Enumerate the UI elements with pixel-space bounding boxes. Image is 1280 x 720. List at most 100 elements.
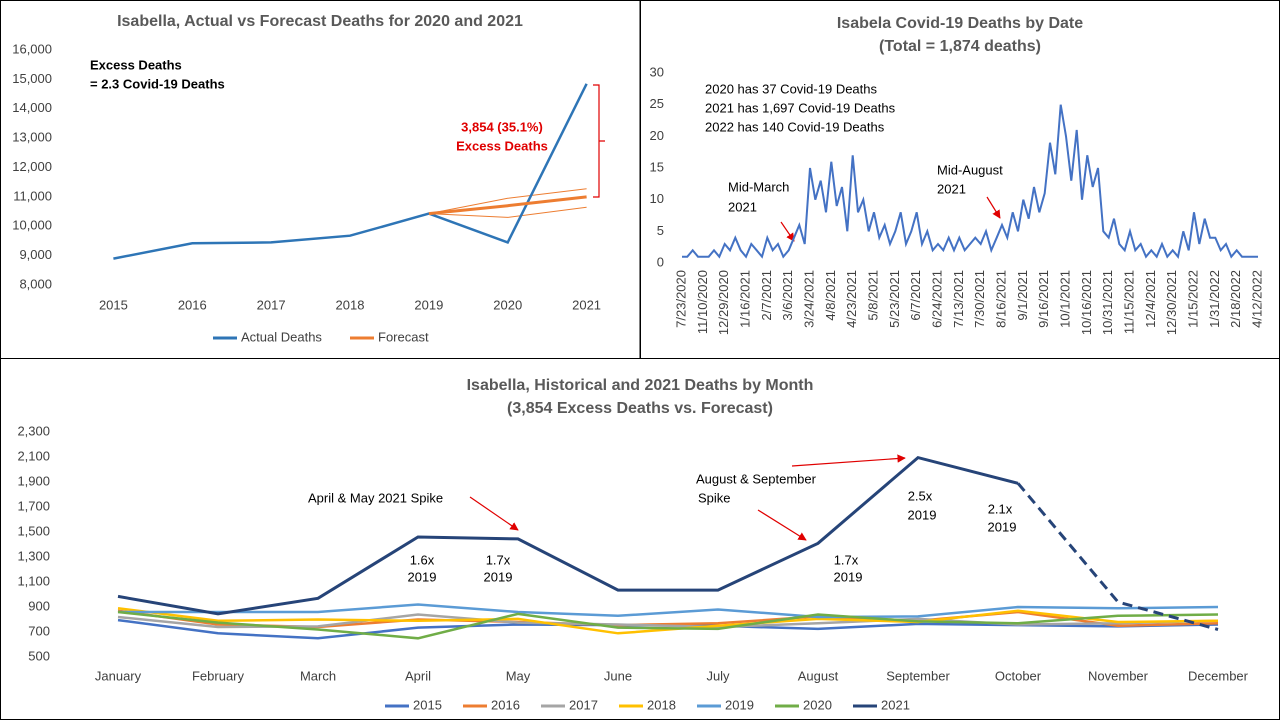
y-tick-label: 8,000 <box>19 276 52 291</box>
x-tick-label: 7/30/2021 <box>972 270 987 328</box>
x-tick-label: 8/16/2021 <box>993 270 1008 328</box>
x-tick-label: May <box>506 668 531 683</box>
y-tick-label: 700 <box>28 623 50 638</box>
legend-label: 2018 <box>647 697 676 712</box>
annotation: 2021 <box>937 181 966 196</box>
chart-title: (3,854 Excess Deaths vs. Forecast) <box>507 400 773 417</box>
forecast-lower <box>428 206 587 218</box>
y-tick-label: 2,100 <box>17 448 50 463</box>
x-tick-label: 4/23/2021 <box>844 270 859 328</box>
y-tick-label: 500 <box>28 648 50 663</box>
x-tick-label: 2019 <box>414 297 443 312</box>
y-tick-label: 9,000 <box>19 247 52 262</box>
y-tick-label: 900 <box>28 598 50 613</box>
x-tick-label: July <box>706 668 730 683</box>
forecast-upper <box>428 188 587 215</box>
x-tick-label: 2020 <box>493 297 522 312</box>
y-tick-label: 11,000 <box>13 188 52 203</box>
y-tick-label: 1,700 <box>17 498 50 513</box>
x-tick-label: 2018 <box>336 297 365 312</box>
x-tick-label: 7/23/2020 <box>673 270 688 328</box>
y-tick-label: 10 <box>650 191 664 206</box>
annotation: 2020 has 37 Covid-19 Deaths <box>705 81 878 96</box>
series-line <box>117 607 1219 635</box>
x-tick-label: October <box>995 668 1042 683</box>
legend-label: 2020 <box>803 697 832 712</box>
annotation: Excess Deaths <box>90 57 182 72</box>
x-tick-label: February <box>192 668 245 683</box>
x-tick-label: 3/24/2021 <box>801 270 816 328</box>
series-line <box>428 195 587 216</box>
x-tick-label: 2021 <box>572 297 601 312</box>
x-tick-label: 10/31/2021 <box>1100 270 1115 335</box>
annotation: August & September <box>696 471 817 486</box>
x-tick-label: 2016 <box>178 297 207 312</box>
arrow <box>757 509 807 541</box>
x-tick-label: 10/16/2021 <box>1079 270 1094 335</box>
arrow <box>791 454 906 467</box>
arrow <box>986 196 1001 219</box>
x-tick-label: September <box>886 668 950 683</box>
annotation: April & May 2021 Spike <box>308 490 443 505</box>
bracket <box>593 84 605 198</box>
annotation: 2.1x <box>988 501 1013 516</box>
series-line <box>117 610 1219 640</box>
annotation: 1.7x <box>834 552 859 567</box>
y-tick-label: 1,100 <box>17 573 50 588</box>
y-tick-label: 13,000 <box>12 130 52 145</box>
y-tick-label: 15,000 <box>12 71 52 86</box>
chart-title: Isabella, Actual vs Forecast Deaths for … <box>117 13 523 30</box>
legend-label: Forecast <box>378 329 429 344</box>
x-tick-label: 10/1/2021 <box>1057 270 1072 328</box>
x-tick-label: 5/8/2021 <box>865 270 880 321</box>
y-tick-label: 25 <box>650 96 664 111</box>
annotation: 2021 <box>728 199 757 214</box>
annotation: 2019 <box>484 569 513 584</box>
x-tick-label: 12/30/2021 <box>1164 270 1179 335</box>
x-tick-label: 5/23/2021 <box>887 270 902 328</box>
legend-label: 2017 <box>569 697 598 712</box>
annotation: 1.6x <box>410 552 435 567</box>
x-tick-label: 1/15/2022 <box>1185 270 1200 328</box>
annotation: 3,854 (35.1%) <box>461 119 543 134</box>
x-tick-label: 1/16/2021 <box>737 270 752 328</box>
y-tick-label: 1,900 <box>17 473 50 488</box>
chart-title: Isabella, Historical and 2021 Deaths by … <box>467 377 814 394</box>
x-tick-label: 9/16/2021 <box>1036 270 1051 328</box>
legend-label: Actual Deaths <box>241 329 322 344</box>
annotation: 2021 has 1,697 Covid-19 Deaths <box>705 100 896 115</box>
series-line <box>113 83 588 260</box>
x-tick-label: January <box>95 668 142 683</box>
y-tick-label: 12,000 <box>12 159 52 174</box>
x-tick-label: March <box>300 668 336 683</box>
x-tick-label: 2017 <box>257 297 286 312</box>
y-tick-label: 5 <box>657 223 664 238</box>
x-tick-label: August <box>798 668 839 683</box>
chart-title: Isabela Covid-19 Deaths by Date <box>837 15 1083 32</box>
x-tick-label: 11/10/2020 <box>695 270 710 334</box>
x-tick-label: 2/7/2021 <box>759 270 774 321</box>
x-tick-label: November <box>1088 668 1149 683</box>
y-tick-label: 1,500 <box>17 523 50 538</box>
y-tick-label: 20 <box>650 128 664 143</box>
annotation: Excess Deaths <box>456 138 548 153</box>
x-tick-label: 1/31/2022 <box>1207 270 1222 328</box>
y-tick-label: 30 <box>650 64 664 79</box>
chart-title: (Total = 1,874 deaths) <box>879 38 1041 55</box>
annotation: 1.7x <box>486 552 511 567</box>
annotation: 2019 <box>988 519 1017 534</box>
y-tick-label: 10,000 <box>12 218 52 233</box>
x-tick-label: 12/29/2020 <box>716 270 731 335</box>
annotation: 2019 <box>908 507 937 522</box>
x-tick-label: 2015 <box>99 297 128 312</box>
series-line-dashed <box>1016 482 1219 631</box>
series-line <box>118 603 1219 619</box>
y-tick-label: 1,300 <box>17 548 50 563</box>
panel-border <box>0 0 641 359</box>
legend-label: 2016 <box>491 697 520 712</box>
y-tick-label: 14,000 <box>12 100 52 115</box>
series-line <box>682 104 1258 259</box>
arrow <box>780 221 795 242</box>
y-tick-label: 2,300 <box>17 423 50 438</box>
